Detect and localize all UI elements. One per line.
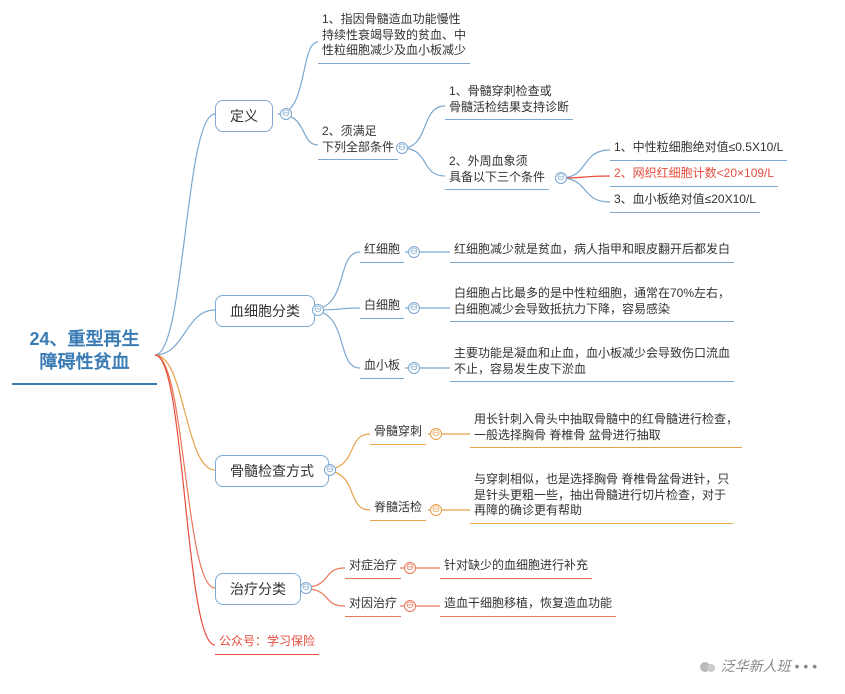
toggle-icon[interactable]: ⊖ xyxy=(430,504,442,516)
def-item-2: 2、须满足 下列全部条件 xyxy=(318,122,398,160)
branch-definition[interactable]: 定义 xyxy=(215,100,273,132)
treat-2: 对因治疗 xyxy=(345,594,401,617)
toggle-icon[interactable]: ⊖ xyxy=(300,582,312,594)
bloodcell-plt-desc: 主要功能是凝血和止血，血小板减少会导致伤口流血 不止，容易发生皮下淤血 xyxy=(450,344,734,382)
toggle-icon[interactable]: ⊖ xyxy=(312,304,324,316)
root-line1: 24、重型再生 xyxy=(18,328,151,351)
toggle-icon[interactable]: ⊖ xyxy=(408,246,420,258)
bloodcell-wbc-desc: 白细胞占比最多的是中性粒细胞，通常在70%左右， 白细胞减少会导致抵抗力下降，容… xyxy=(450,284,734,322)
branch-wechat: 公众号：学习保险 xyxy=(215,632,319,655)
toggle-icon[interactable]: ⊖ xyxy=(404,600,416,612)
marrow-method-1-desc: 用长针刺入骨头中抽取骨髓中的红骨髓进行检查， 一般选择胸骨 脊椎骨 盆骨进行抽取 xyxy=(470,410,742,448)
def-leaf-3: 3、血小板绝对值≤20X10/L xyxy=(610,190,760,213)
marrow-method-1: 骨髓穿刺 xyxy=(370,422,426,445)
toggle-icon[interactable]: ⊖ xyxy=(280,108,292,120)
watermark-dots: 泛华新人班 • • • xyxy=(699,656,817,676)
toggle-icon[interactable]: ⊖ xyxy=(408,362,420,374)
treat-1-desc: 针对缺少的血细胞进行补充 xyxy=(440,556,592,579)
watermark-dots-text: • • • xyxy=(795,658,817,674)
toggle-icon[interactable]: ⊖ xyxy=(430,428,442,440)
branch-bloodcells[interactable]: 血细胞分类 xyxy=(215,295,315,327)
def-leaf-2: 2、网织红细胞计数<20×109/L xyxy=(610,164,778,187)
def-subitem-1: 1、骨髓穿刺检查或 骨髓活检结果支持诊断 xyxy=(445,82,573,120)
bloodcell-plt: 血小板 xyxy=(360,356,404,379)
bloodcell-rbc-desc: 红细胞减少就是贫血，病人指甲和眼皮翻开后都发白 xyxy=(450,240,734,263)
def-subitem-2: 2、外周血象须 具备以下三个条件 xyxy=(445,152,549,190)
watermark-text: 泛华新人班 xyxy=(721,658,791,674)
bloodcell-rbc: 红细胞 xyxy=(360,240,404,263)
treat-2-desc: 造血干细胞移植，恢复造血功能 xyxy=(440,594,616,617)
toggle-icon[interactable]: ⊖ xyxy=(324,464,336,476)
toggle-icon[interactable]: ⊖ xyxy=(408,302,420,314)
def-item-1: 1、指因骨髓造血功能慢性 持续性衰竭导致的贫血、中 性粒细胞减少及血小板减少 xyxy=(318,10,470,64)
marrow-method-2: 脊髓活检 xyxy=(370,498,426,521)
branch-marrow-exam[interactable]: 骨髓检查方式 xyxy=(215,455,329,487)
toggle-icon[interactable]: ⊖ xyxy=(404,562,416,574)
toggle-icon[interactable]: ⊖ xyxy=(555,172,567,184)
wechat-icon xyxy=(699,660,717,674)
root-node: 24、重型再生 障碍性贫血 xyxy=(12,320,157,385)
marrow-method-2-desc: 与穿刺相似，也是选择胸骨 脊椎骨盆骨进针，只 是针头更粗一些，抽出骨髓进行切片检… xyxy=(470,470,733,524)
toggle-icon[interactable]: ⊖ xyxy=(396,142,408,154)
branch-treatment[interactable]: 治疗分类 xyxy=(215,573,301,605)
root-line2: 障碍性贫血 xyxy=(18,351,151,374)
treat-1: 对症治疗 xyxy=(345,556,401,579)
bloodcell-wbc: 白细胞 xyxy=(360,296,404,319)
def-leaf-1: 1、中性粒细胞绝对值≤0.5X10/L xyxy=(610,138,787,161)
